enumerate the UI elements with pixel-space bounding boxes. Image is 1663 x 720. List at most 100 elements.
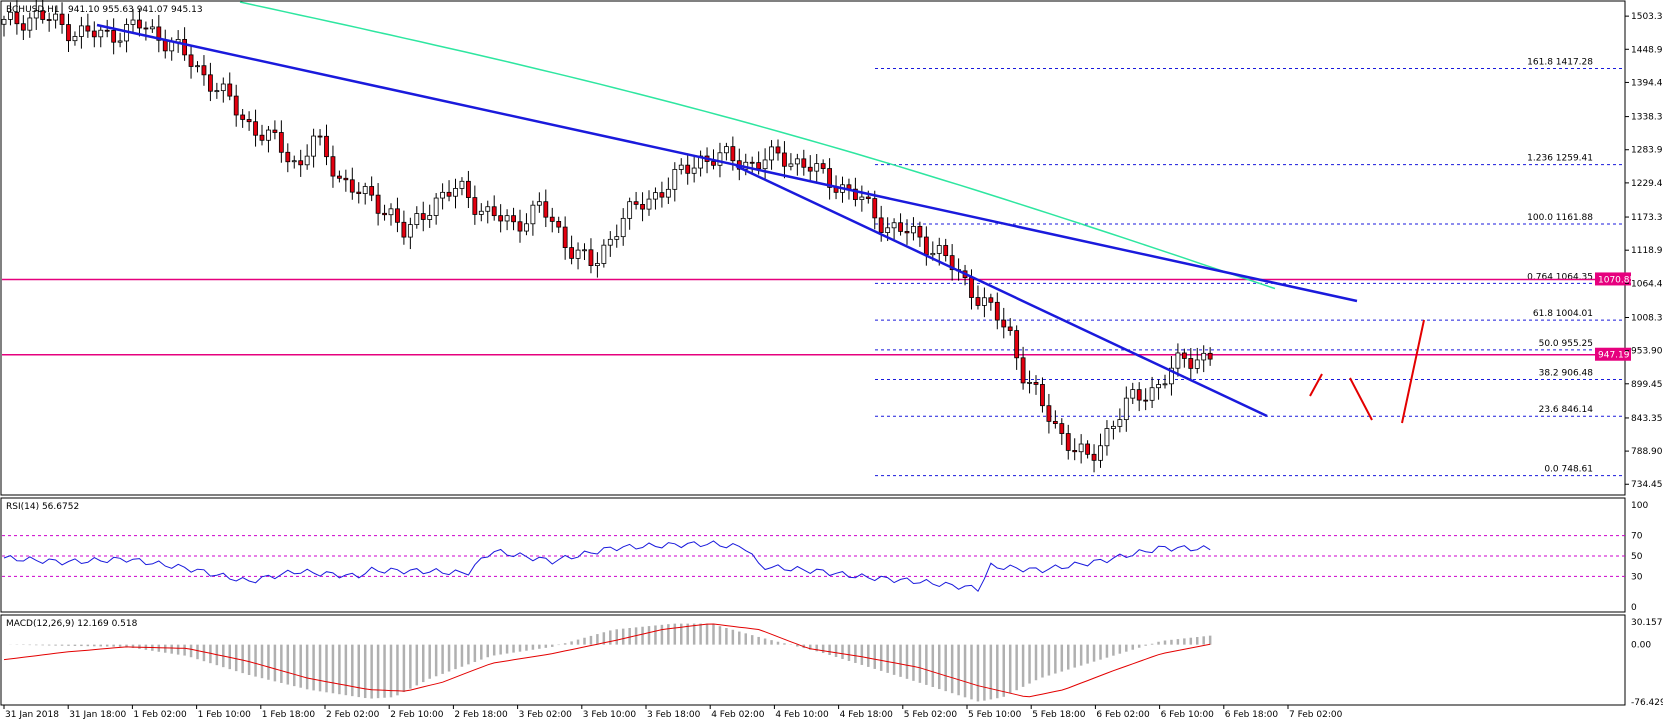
candle-body (536, 201, 542, 206)
candle-body (659, 192, 665, 198)
price-tick-label: 1118.90 (1631, 246, 1663, 256)
candle-body (943, 245, 949, 257)
candle-body (259, 134, 265, 141)
candle-body (1, 18, 7, 25)
candle-body (588, 249, 594, 267)
candle-body (1136, 389, 1142, 401)
projection-up-2 (1401, 319, 1425, 424)
fibonacci-levels: 161.8 1417.28 1.236 1259.41 100.0 1161.88 0… (875, 58, 1624, 477)
macd-panel[interactable] (0, 614, 1626, 706)
candle-body (491, 206, 497, 217)
candle-body (1059, 423, 1065, 434)
candle-body (923, 236, 929, 256)
candle-body (724, 146, 729, 154)
candle-body (769, 146, 774, 161)
candle-body (453, 188, 458, 197)
candle-body (885, 227, 891, 233)
candle-body (930, 252, 936, 256)
candle-body (1188, 358, 1194, 369)
candle-body (143, 27, 149, 30)
macd-indicator: 30.157 0.00 -76.429 (3, 618, 1663, 708)
candle-body (511, 215, 516, 223)
candle-body (504, 215, 510, 222)
candle-body (336, 175, 342, 179)
candle-body (1162, 383, 1168, 386)
projection-down (1349, 377, 1373, 421)
candle-body (278, 132, 284, 153)
time-tick-label: 6 Feb 02:00 (1096, 710, 1150, 720)
price-tag (1595, 347, 1631, 361)
candle-body (911, 225, 916, 234)
fib-level-label: 61.8 1004.01 (1533, 309, 1593, 319)
candle-body (1156, 384, 1161, 389)
candle-body (395, 208, 400, 223)
candle-body (749, 161, 755, 164)
candle-body (98, 29, 104, 38)
candle-body (162, 39, 168, 52)
macd-tick-label: 0.00 (1631, 641, 1651, 651)
candle-body (1149, 387, 1155, 401)
time-tick-label: 2 Feb 18:00 (454, 710, 508, 720)
time-tick-label: 5 Feb 18:00 (1032, 710, 1086, 720)
macd-label: MACD(12,26,9) 12.169 0.518 (6, 619, 138, 629)
candle-body (111, 30, 117, 43)
candle-body (530, 204, 536, 225)
fib-level-label: 161.8 1417.28 (1527, 58, 1593, 68)
candle-body (801, 158, 807, 168)
candle-body (524, 223, 529, 232)
candle-body (285, 151, 291, 163)
candle-body (91, 30, 97, 38)
candle-body (1065, 433, 1071, 451)
candle-body (898, 222, 903, 232)
time-tick-label: 2 Feb 02:00 (326, 710, 380, 720)
candle-body (665, 188, 671, 198)
candle-body (1078, 443, 1084, 453)
moving-average-line (239, 1, 1276, 290)
candle-body (859, 196, 865, 200)
candle-body (685, 164, 691, 174)
candle-body (117, 40, 123, 43)
candle-body (382, 212, 387, 216)
candle-body (485, 206, 491, 212)
candle-body (711, 161, 716, 166)
candle-body (291, 160, 297, 163)
time-tick-label: 1 Feb 02:00 (133, 710, 187, 720)
time-tick-label: 7 Feb 02:00 (1289, 710, 1343, 720)
candle-body (556, 221, 562, 228)
candle-body (982, 297, 987, 306)
candle-body (691, 167, 697, 174)
candle-body (969, 277, 974, 298)
candle-body (369, 186, 375, 196)
candle-body (562, 226, 568, 248)
price-tag-label: 947.19 (1598, 351, 1630, 361)
candle-body (1072, 450, 1078, 453)
time-tick-label: 31 Jan 18:00 (69, 710, 126, 720)
candle-body (1175, 352, 1181, 369)
candle-body (1046, 405, 1052, 422)
price-tick-label: 1338.35 (1631, 113, 1663, 123)
price-tick-label: 1173.35 (1631, 213, 1663, 223)
price-tick-label: 1448.90 (1631, 45, 1663, 55)
candle-body (427, 215, 433, 220)
candle-body (207, 74, 213, 92)
candle-body (478, 210, 484, 215)
candle-body (498, 215, 504, 222)
candle-body (446, 191, 452, 197)
candle-body (549, 216, 555, 222)
candle-body (272, 129, 278, 133)
price-panel[interactable] (0, 0, 1626, 496)
price-tick-label: 1503.35 (1631, 12, 1663, 22)
candle-body (182, 39, 188, 56)
macd-signal-line (3, 623, 1211, 698)
time-tick-label: 1 Feb 10:00 (198, 710, 252, 720)
candle-body (1085, 443, 1090, 455)
candle-body (936, 245, 942, 254)
candle-body (472, 197, 478, 215)
candle-body (756, 162, 762, 170)
rsi-panel[interactable] (0, 497, 1626, 613)
candle-body (311, 135, 317, 157)
candle-body (104, 29, 110, 32)
time-tick-label: 3 Feb 10:00 (583, 710, 637, 720)
candle-body (582, 249, 587, 252)
